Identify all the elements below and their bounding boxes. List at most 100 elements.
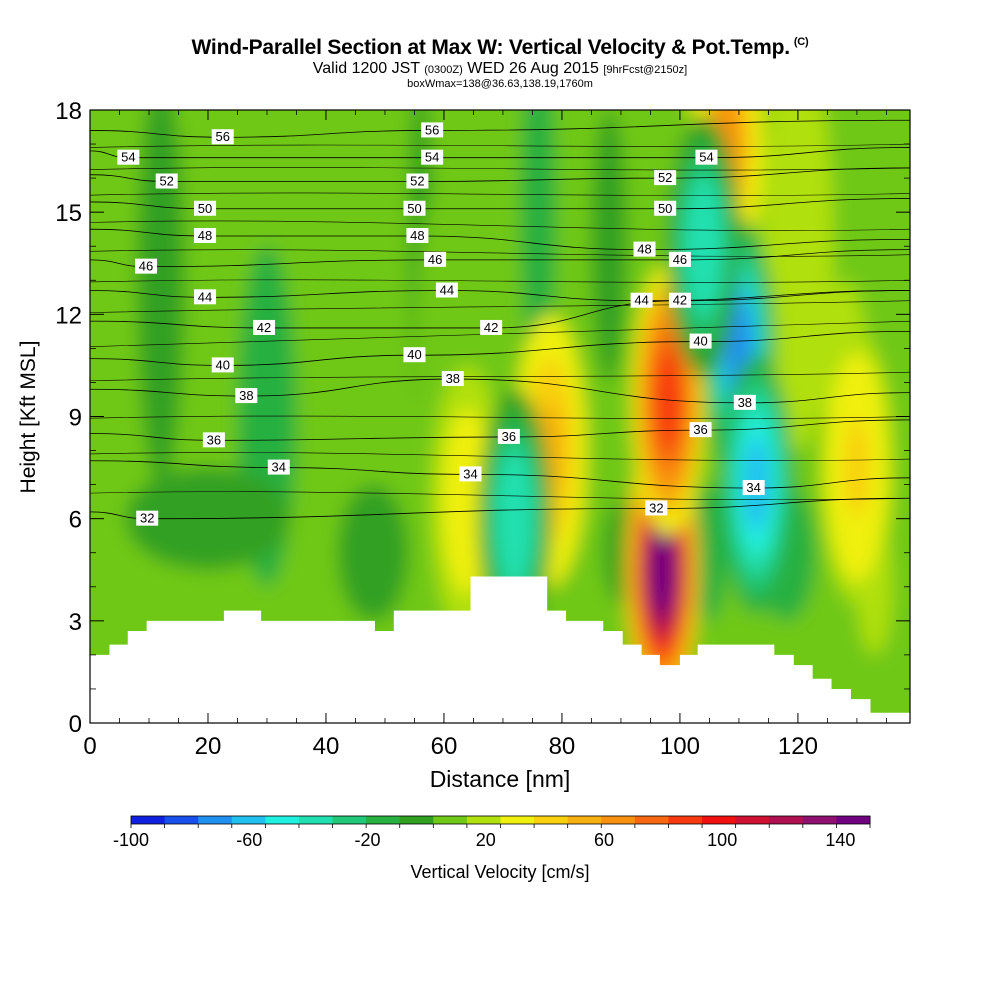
contour-label-text: 38	[239, 388, 253, 403]
contour-label-bg	[211, 129, 234, 145]
contour-label-text: 38	[446, 371, 460, 386]
colorbar-swatch	[567, 816, 602, 824]
contour-label-bg	[742, 480, 765, 496]
contour-label: 42	[668, 292, 691, 308]
theta-contour-minor	[90, 192, 910, 196]
contour-label-bg	[155, 173, 178, 189]
contour-label-bg	[633, 241, 656, 257]
contour-label: 46	[668, 251, 691, 267]
contour-label: 52	[155, 173, 178, 189]
theta-contour-minor	[90, 167, 910, 171]
theta-contour	[90, 378, 910, 404]
x-tick-label: 100	[660, 733, 700, 760]
contour-label-text: 56	[215, 129, 229, 144]
contour-label-text: 48	[637, 242, 651, 257]
x-tick-label: 120	[778, 733, 818, 760]
theta-contour-minor	[90, 279, 910, 283]
contour-label-bg	[668, 292, 691, 308]
colorbar-swatch	[702, 816, 737, 824]
contour-label: 32	[645, 500, 668, 516]
colorbar-label: Vertical Velocity [cm/s]	[410, 862, 590, 882]
theta-contour-minor	[90, 220, 910, 231]
contour-label: 40	[211, 357, 234, 373]
contour-label-text: 42	[257, 320, 271, 335]
y-tick-label: 3	[69, 609, 82, 636]
contour-label-bg	[654, 170, 677, 186]
colorbar-swatch	[769, 816, 804, 824]
contour-label-text: 54	[699, 150, 713, 165]
contour-label-text: 48	[410, 228, 424, 243]
velocity-region	[691, 484, 728, 621]
colorbar-swatch	[466, 816, 501, 824]
colorbar-swatch	[601, 816, 636, 824]
contour-label-bg	[202, 432, 225, 448]
contour-label-text: 40	[407, 347, 421, 362]
colorbar-swatch	[366, 816, 401, 824]
updraft-core	[655, 350, 682, 449]
contour-label: 36	[689, 422, 712, 438]
colorbar-swatch	[668, 816, 703, 824]
colorbar-tick-label: 100	[707, 830, 737, 850]
contour-label-text: 50	[198, 201, 212, 216]
colorbar-swatch	[534, 816, 569, 824]
contour-label-text: 36	[502, 429, 516, 444]
contour-label: 50	[194, 200, 217, 216]
terrain	[90, 576, 910, 723]
contour-label: 50	[403, 200, 426, 216]
contour-label-bg	[403, 200, 426, 216]
contour-label: 46	[424, 251, 447, 267]
y-tick-label: 15	[55, 200, 82, 227]
contour-label: 36	[202, 432, 225, 448]
chart-title: Wind-Parallel Section at Max W: Vertical…	[191, 36, 809, 59]
contour-label-text: 52	[159, 174, 173, 189]
contour-label: 46	[135, 258, 158, 274]
contour-label-text: 48	[198, 228, 212, 243]
contour-label-bg	[480, 319, 503, 335]
colorbar-swatch	[265, 816, 300, 824]
contour-label-text: 36	[693, 422, 707, 437]
contour-label-bg	[668, 251, 691, 267]
y-tick-label: 6	[69, 507, 82, 534]
copyright-mark: (C)	[793, 36, 809, 48]
colorbar-swatch	[836, 816, 871, 824]
contour-label-bg	[441, 371, 464, 387]
contour-label-text: 42	[484, 320, 498, 335]
contour-label: 40	[689, 333, 712, 349]
theta-contour	[90, 290, 910, 302]
contour-label-text: 46	[673, 252, 687, 267]
contour-label-text: 52	[410, 174, 424, 189]
y-axis-label: Height [Kft MSL]	[17, 340, 40, 494]
forecast-info: [9hrFcst@2150z]	[603, 64, 688, 76]
x-tick-label: 80	[549, 733, 576, 760]
colorbar-swatch	[399, 816, 434, 824]
contour-label-bg	[406, 228, 429, 244]
contour-label-bg	[406, 173, 429, 189]
contour-label-bg	[654, 200, 677, 216]
downdraft-core	[501, 470, 528, 567]
y-tick-label: 18	[55, 98, 82, 125]
colorbar-swatch	[433, 816, 468, 824]
contour-label-bg	[421, 149, 444, 165]
contour-label: 54	[117, 149, 140, 165]
contour-label-text: 34	[463, 466, 477, 481]
theta-contour-minor	[90, 491, 910, 501]
contour-label-bg	[435, 282, 458, 298]
contour-label-text: 44	[440, 282, 454, 297]
contour-label: 50	[654, 200, 677, 216]
updraft-core	[649, 520, 676, 619]
colorbar-tick-label: 20	[476, 830, 496, 850]
contour-label: 44	[435, 282, 458, 298]
colorbar-swatch	[802, 816, 837, 824]
contour-label: 52	[406, 173, 429, 189]
colorbar: -100 -60 -20 20 60 100 140	[113, 815, 871, 850]
zulu-time: (0300Z)	[424, 64, 463, 76]
contour-label-bg	[253, 319, 276, 335]
contour-label-bg	[733, 394, 756, 410]
contour-label-text: 42	[673, 293, 687, 308]
theta-contour	[90, 228, 910, 251]
y-tick-label: 0	[69, 711, 82, 738]
theta-contour-minor	[90, 143, 910, 148]
contour-label-text: 46	[428, 252, 442, 267]
contour-label: 32	[136, 510, 159, 526]
